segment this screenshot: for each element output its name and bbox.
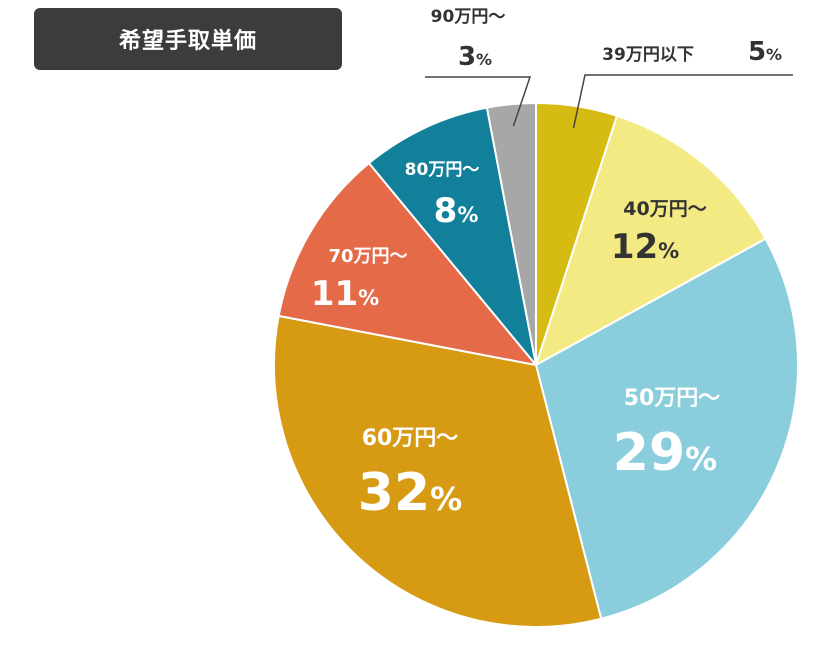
slice-label: 40万円～ <box>623 198 706 220</box>
slice-label: 80万円～ <box>405 160 480 180</box>
slice-percent: 11% <box>311 274 379 314</box>
pie-slice <box>367 106 537 366</box>
pie-slice <box>273 314 603 628</box>
slice-label: 90万円～ <box>431 7 506 27</box>
slice-percent: 8% <box>434 191 479 231</box>
slice-label: 39万円以下 <box>602 45 694 65</box>
chart-title: 希望手取単価 <box>118 29 257 54</box>
slice-label: 60万円～ <box>362 426 459 451</box>
pie-slice <box>535 114 767 366</box>
pie-slice <box>535 237 799 620</box>
slice-percent: 5% <box>748 37 782 67</box>
slice-label: 50万円～ <box>624 386 721 411</box>
leader-line <box>425 76 532 127</box>
slice-percent: 12% <box>611 227 679 267</box>
chart-title-badge: 希望手取単価 <box>34 8 342 70</box>
pie-slice <box>277 162 537 366</box>
leader-line <box>572 74 793 129</box>
slice-percent: 3% <box>458 42 492 72</box>
slice-percent: 32% <box>358 463 462 523</box>
pie-slice <box>485 102 537 366</box>
slice-percent: 29% <box>613 423 717 483</box>
slice-label: 70万円～ <box>328 246 407 267</box>
